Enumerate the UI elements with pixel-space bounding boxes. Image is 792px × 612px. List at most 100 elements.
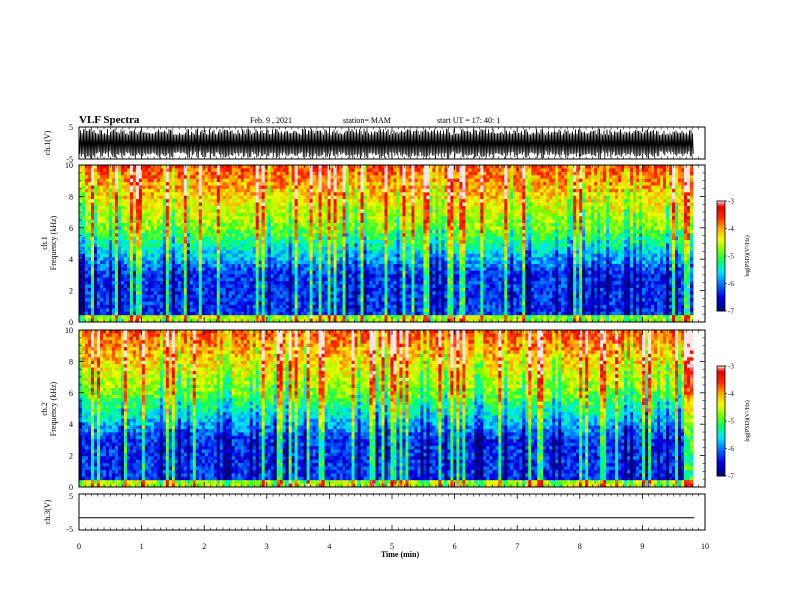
spectrogram-cell: [79, 209, 83, 214]
spectrogram-cell: [150, 223, 155, 227]
spectrogram-cell: [279, 318, 284, 323]
spectrogram-cell: [120, 240, 125, 244]
spectrogram-cell: [249, 192, 254, 197]
spectrogram-cell: [189, 274, 194, 279]
spectrogram-cell: [327, 226, 331, 231]
spectrogram-cell: [102, 185, 107, 190]
spectrogram-cell: [156, 263, 161, 268]
spectrogram-cell: [228, 165, 233, 169]
spectrogram-cell: [102, 195, 107, 200]
spectrogram-cell: [183, 216, 188, 221]
spectrogram-cell: [183, 178, 188, 183]
spectrogram-cell: [129, 308, 134, 313]
spectrogram-cell: [79, 263, 83, 268]
spectrogram-cell: [141, 229, 146, 234]
spectrogram-cell: [204, 253, 209, 258]
spectrogram-cell: [306, 246, 311, 251]
spectrogram-cell: [129, 219, 134, 224]
spectrogram-cell: [381, 202, 385, 207]
spectrogram-cell: [315, 229, 320, 234]
spectrogram-cell: [291, 165, 296, 169]
spectrogram-cell: [354, 301, 358, 306]
spectrogram-cell: [201, 308, 206, 313]
spectrogram-cell: [177, 216, 182, 221]
spectrogram-cell: [348, 257, 352, 261]
spectrogram-cell: [201, 175, 206, 180]
spectrogram-cell: [276, 318, 281, 323]
spectrogram-cell: [291, 219, 296, 224]
spectrogram-cell: [138, 253, 143, 258]
spectrogram-cell: [291, 226, 296, 231]
spectrogram-cell: [252, 257, 257, 261]
spectrogram-cell: [90, 212, 95, 217]
spectrogram-cell: [198, 308, 203, 313]
spectrogram-cell: [345, 274, 349, 279]
spectrogram-cell: [192, 195, 197, 200]
spectrogram-cell: [225, 192, 230, 197]
spectrogram-cell: [306, 219, 311, 224]
spectrogram-cell: [168, 188, 173, 193]
spectrogram-cell: [240, 284, 245, 289]
spectrogram-cell: [321, 233, 325, 238]
spectrogram-cell: [375, 188, 379, 193]
spectrogram-cell: [318, 281, 323, 285]
spectrogram-cell: [297, 277, 302, 282]
spectrogram-cell: [237, 175, 242, 180]
spectrogram-cell: [312, 199, 317, 203]
spectrogram-cell: [348, 267, 352, 272]
spectrogram-cell: [174, 270, 179, 275]
spectrogram-cell: [207, 188, 212, 193]
spectrogram-cell: [294, 192, 299, 197]
spectrogram-cell: [135, 270, 140, 275]
spectrogram-cell: [174, 175, 179, 180]
spectrogram-cell: [150, 175, 155, 180]
spectrogram-cell: [330, 229, 334, 234]
spectrogram-cell: [144, 298, 149, 302]
spectrogram-cell: [375, 195, 379, 200]
spectrogram-cell: [84, 171, 89, 176]
spectrogram-cell: [345, 315, 349, 319]
spectrogram-cell: [79, 168, 83, 173]
spectrogram-cell: [207, 199, 212, 203]
spectrogram-cell: [390, 226, 394, 231]
spectrogram-cell: [171, 171, 176, 176]
spectrogram-cell: [300, 301, 305, 306]
spectrogram-cell: [82, 281, 86, 285]
spectrogram-cell: [387, 188, 391, 193]
spectrogram-cell: [195, 240, 200, 244]
spectrogram-cell: [291, 178, 296, 183]
spectrogram-cell: [285, 308, 290, 313]
spectrogram-cell: [102, 318, 107, 323]
spectrogram-cell: [216, 229, 221, 234]
spectrogram-cell: [300, 284, 305, 289]
spectrogram-cell: [270, 315, 275, 319]
spectrogram-cell: [384, 277, 388, 282]
spectrogram-cell: [87, 202, 92, 207]
spectrogram-cell: [90, 304, 95, 309]
spectrogram-cell: [288, 178, 293, 183]
spectrogram-cell: [195, 192, 200, 197]
spectrogram-cell: [339, 216, 343, 221]
spectrogram-cell: [249, 178, 254, 183]
spectrogram-cell: [144, 171, 149, 176]
spectrogram-cell: [321, 202, 325, 207]
spectrogram-cell: [252, 308, 257, 313]
spectrogram-cell: [183, 223, 188, 227]
spectrogram-cell: [315, 205, 320, 210]
spectrogram-cell: [384, 294, 388, 299]
spectrogram-cell: [82, 236, 86, 241]
spectrogram-cell: [264, 294, 269, 299]
spectrogram-cell: [105, 199, 110, 203]
spectrogram-cell: [285, 284, 290, 289]
spectrogram-cell: [303, 188, 308, 193]
spectrogram-cell: [141, 188, 146, 193]
spectrogram-cell: [102, 315, 107, 319]
spectrogram-cell: [279, 212, 284, 217]
spectrogram-cell: [138, 192, 143, 197]
spectrogram-cell: [114, 212, 119, 217]
spectrogram-cell: [375, 267, 379, 272]
spectrogram-cell: [198, 226, 203, 231]
spectrogram-cell: [171, 291, 176, 296]
spectrogram-cell: [225, 205, 230, 210]
spectrogram-cell: [153, 291, 158, 296]
